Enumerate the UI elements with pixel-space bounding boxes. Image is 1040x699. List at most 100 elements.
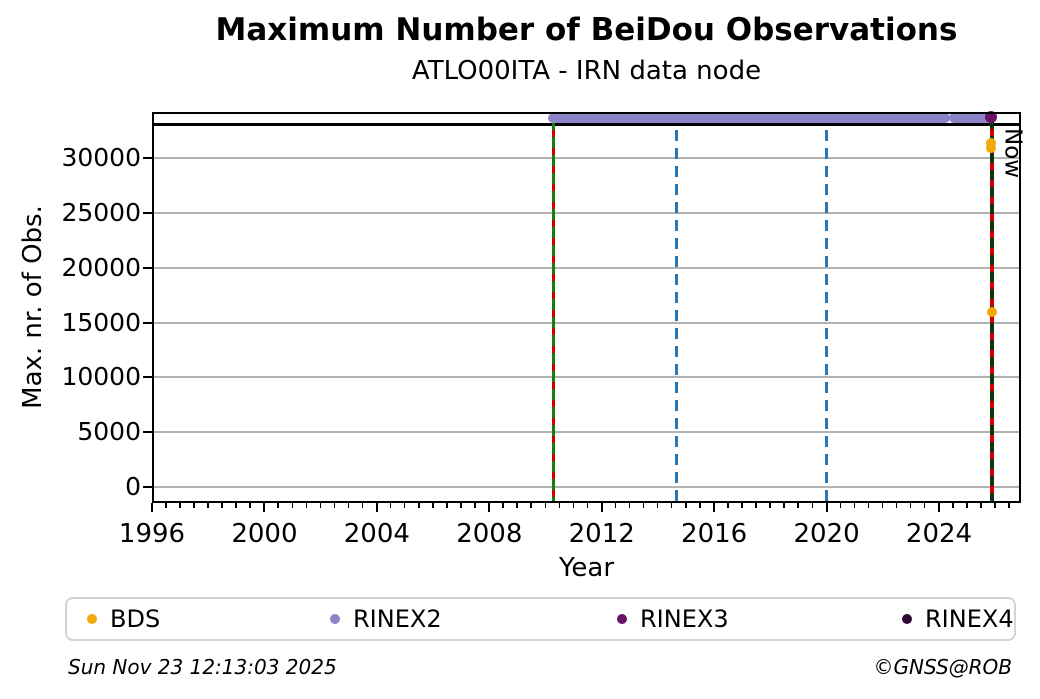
campaign-vline-blue-dashed: [825, 112, 829, 503]
series-bds-point: [986, 306, 997, 317]
y-tick-label: 20000: [61, 252, 141, 282]
x-minor-tick: [544, 503, 546, 508]
now-label: Now: [999, 128, 1026, 179]
y-tick: [143, 376, 152, 379]
series-bds-point: [985, 143, 996, 154]
x-minor-tick: [839, 503, 842, 508]
x-major-tick: [263, 503, 266, 512]
x-tick-label: 2008: [456, 519, 523, 549]
y-tick-label: 30000: [61, 143, 141, 173]
max-reference-line: [152, 122, 1021, 126]
x-minor-tick: [333, 503, 336, 508]
x-minor-tick: [895, 503, 898, 508]
x-minor-tick: [656, 503, 659, 508]
x-minor-tick: [530, 503, 532, 508]
x-major-tick: [600, 503, 603, 512]
x-tick-label: 2012: [568, 519, 635, 549]
x-tick-label: 2020: [793, 519, 860, 549]
x-tick-label: 2004: [343, 519, 410, 549]
x-minor-tick: [389, 503, 392, 508]
legend-item-rinex4: RINEX4: [902, 599, 1014, 639]
x-minor-tick: [727, 503, 729, 508]
x-minor-tick: [319, 503, 322, 508]
legend-item-rinex3: RINEX3: [617, 599, 729, 639]
x-minor-tick: [291, 503, 294, 508]
x-minor-tick: [516, 503, 518, 508]
x-minor-tick: [502, 503, 504, 508]
x-minor-tick: [966, 503, 968, 508]
x-minor-tick: [699, 503, 701, 508]
footer-credit: ©GNSS@ROB: [873, 655, 1013, 679]
x-minor-tick: [221, 503, 223, 508]
x-minor-tick: [347, 503, 350, 508]
campaign-vline-blue-dashed: [674, 112, 678, 503]
x-minor-tick: [811, 503, 814, 508]
x-minor-tick: [769, 503, 771, 508]
x-minor-tick: [235, 503, 237, 508]
series-bds-point: [985, 137, 996, 148]
x-minor-tick: [207, 503, 209, 508]
x-major-tick: [713, 503, 716, 512]
legend-item-bds: BDS: [87, 599, 160, 639]
x-minor-tick: [446, 503, 448, 508]
y-gridline: [152, 266, 1021, 269]
x-minor-tick: [361, 503, 364, 508]
x-major-tick: [375, 503, 378, 512]
y-tick-label: 25000: [61, 198, 141, 228]
y-tick: [143, 431, 152, 434]
x-major-tick: [938, 503, 940, 512]
x-minor-tick: [165, 503, 167, 508]
chart-title: Maximum Number of BeiDou Observations: [215, 12, 958, 48]
x-minor-tick: [305, 503, 308, 508]
y-tick: [143, 321, 152, 324]
x-tick-label: 2024: [905, 519, 973, 549]
x-minor-tick: [193, 503, 195, 508]
legend-marker-bds: [87, 614, 97, 624]
x-minor-tick: [642, 503, 645, 508]
x-minor-tick: [432, 503, 434, 508]
x-minor-tick: [474, 503, 476, 508]
legend-box: BDS RINEX2 RINEX3 RINEX4: [65, 597, 1016, 641]
x-minor-tick: [277, 503, 279, 508]
series-rinex2-segment: [548, 112, 950, 123]
y-tick-label: 10000: [61, 362, 141, 392]
y-gridline: [152, 486, 1021, 488]
x-minor-tick: [1008, 503, 1010, 508]
y-tick-label: 15000: [61, 307, 141, 337]
x-minor-tick: [881, 503, 884, 508]
y-gridline: [152, 212, 1021, 215]
x-minor-tick: [797, 503, 799, 508]
legend-label: RINEX2: [353, 605, 442, 633]
x-minor-tick: [558, 503, 561, 508]
x-minor-tick: [755, 503, 757, 508]
event-vline-green-red: [551, 112, 555, 503]
top-spine: [152, 112, 1021, 114]
legend-marker-rinex2: [330, 614, 340, 624]
legend-marker-rinex3: [617, 614, 627, 624]
y-tick: [143, 212, 152, 215]
chart-subtitle: ATLO00ITA - IRN data node: [411, 56, 762, 86]
x-minor-tick: [403, 503, 406, 508]
legend-label: RINEX3: [640, 605, 729, 633]
bottom-spine: [152, 501, 1021, 503]
x-minor-tick: [614, 503, 617, 508]
left-spine: [152, 112, 154, 503]
legend-label: RINEX4: [925, 605, 1014, 633]
x-minor-tick: [853, 503, 856, 508]
legend-item-rinex2: RINEX2: [330, 599, 442, 639]
y-tick: [143, 486, 152, 488]
x-minor-tick: [179, 503, 181, 508]
x-minor-tick: [586, 503, 589, 508]
x-minor-tick: [460, 503, 462, 508]
x-major-tick: [151, 503, 153, 512]
x-minor-tick: [867, 503, 870, 508]
y-gridline: [152, 157, 1021, 160]
x-minor-tick: [980, 503, 982, 508]
x-minor-tick: [572, 503, 575, 508]
x-axis-label: Year: [558, 553, 615, 583]
right-spine: [1019, 112, 1021, 503]
legend-label: BDS: [110, 605, 161, 633]
footer-timestamp: Sun Nov 23 12:13:03 2025: [68, 655, 337, 679]
x-minor-tick: [685, 503, 687, 508]
x-minor-tick: [994, 503, 996, 508]
